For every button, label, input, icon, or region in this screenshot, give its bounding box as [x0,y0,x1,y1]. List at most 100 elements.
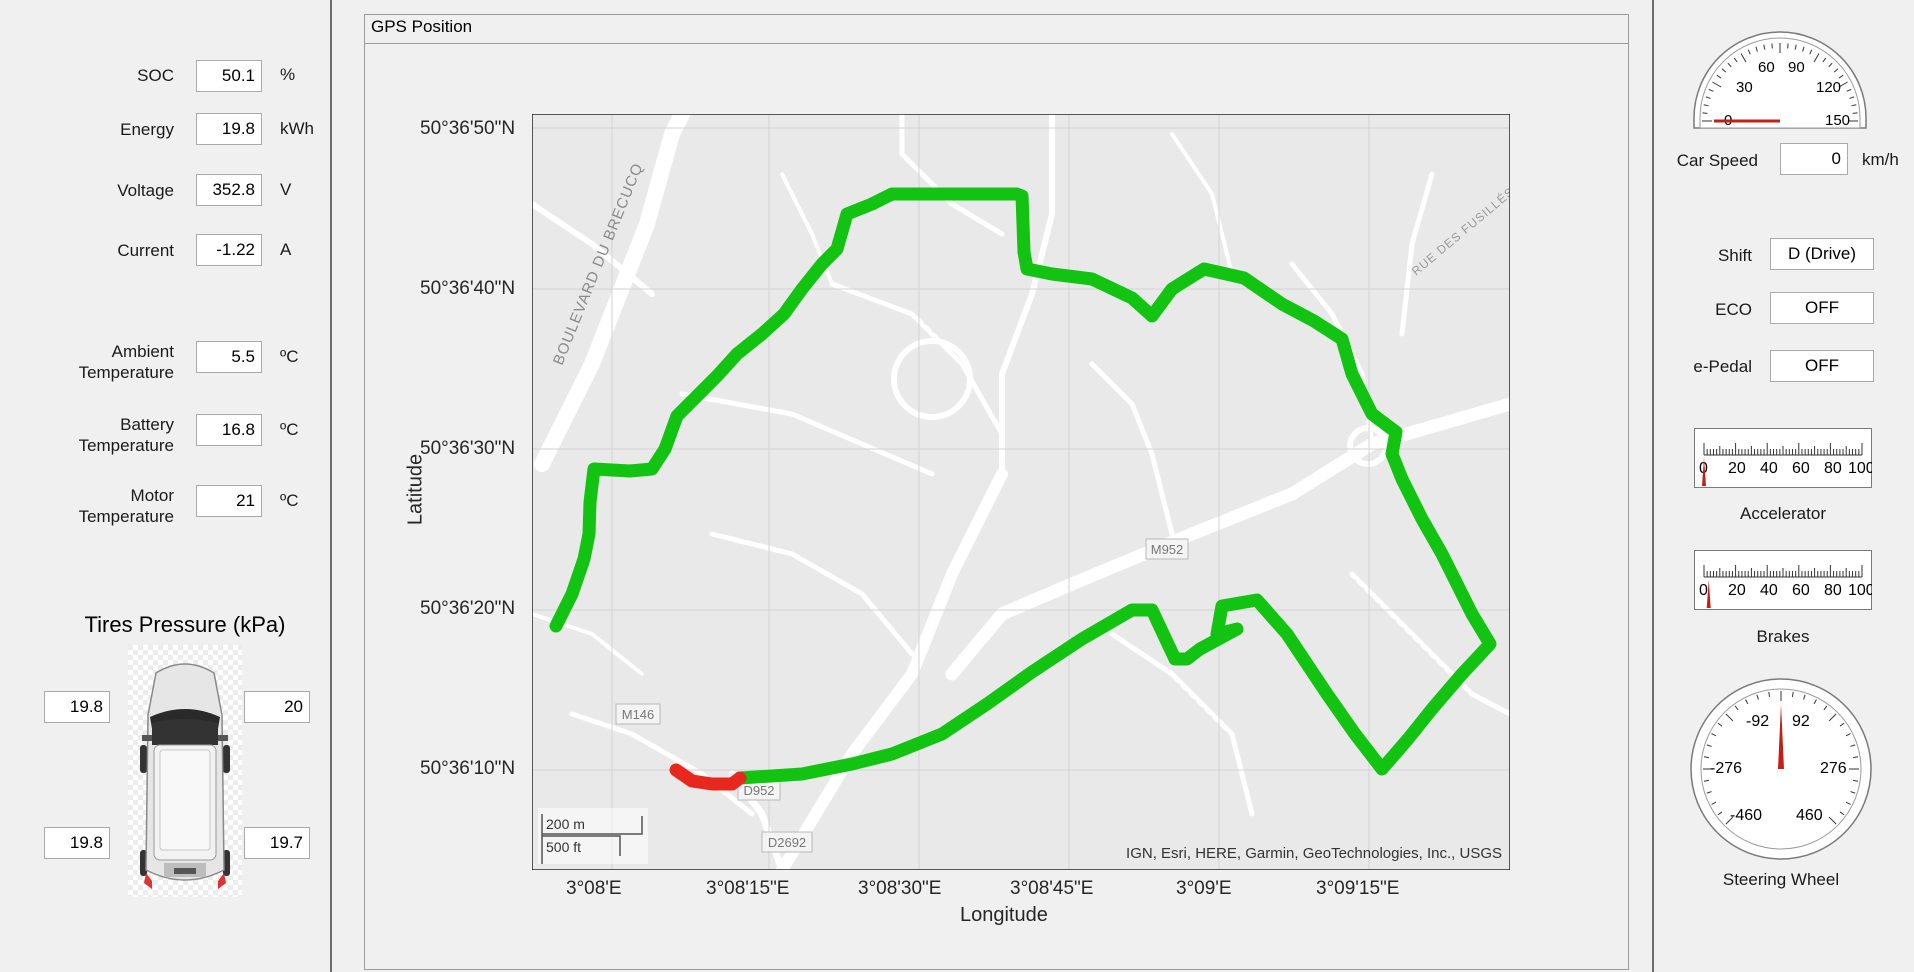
map-badge-m952 [1145,538,1189,560]
y-tick-label: 50°36'20"N [420,598,516,619]
motor-temp-unit: ºC [280,491,299,510]
steering-gauge-tick [1828,713,1837,722]
scale-bar-bottom: 500 ft [546,839,581,855]
epedal-field[interactable]: OFF [1770,350,1874,382]
left-divider [330,0,332,972]
x-tick-label: 3°09'E [1176,878,1232,899]
steering-gauge-tick [1703,779,1709,782]
steering-label: Steering Wheel [1722,870,1840,889]
accelerator-label: Accelerator [1740,504,1826,523]
speed-gauge-tick [1716,74,1722,79]
voltage-field[interactable]: 352.8 [196,174,262,206]
steering-gauge-tick [1850,744,1856,747]
accelerator-tick-label: 60 [1792,460,1810,477]
speed-gauge-tick [1702,112,1708,114]
steering-gauge-tick [1706,791,1712,794]
steering-tick-label: -460 [1730,807,1762,824]
map-label-m146: M146 [622,707,655,722]
gps-panel-separator [365,43,1628,44]
speed-gauge-tick [1838,81,1848,88]
map-label-d952: D952 [743,783,774,798]
energy-field[interactable]: 19.8 [196,113,262,145]
y-tick-label: 50°36'30"N [420,438,516,459]
steering-gauge-tick [1853,779,1859,782]
energy-label: Energy [120,120,174,139]
battery-temp-field[interactable]: 16.8 [196,414,262,446]
car-speed-label: Car Speed [1676,151,1758,170]
speed-gauge-tick [1809,49,1813,55]
map-label-m952: M952 [1151,542,1184,557]
accelerator-tick-label: 20 [1728,460,1746,477]
eco-label: ECO [1715,300,1752,319]
car-speed-field[interactable]: 0 [1780,143,1848,175]
accelerator-gauge: 0 20 40 60 80 100 [1694,428,1872,488]
speed-gauge-tick [1712,81,1722,88]
map-grid [532,114,1510,870]
brakes-tick-label: 100 [1848,582,1872,599]
x-axis-label: Longitude [960,904,1048,926]
tire-rear-right-field[interactable]: 19.7 [244,827,310,859]
steering-tick-label: -92 [1746,713,1769,730]
car-speed-unit: km/h [1862,150,1899,169]
speed-gauge-tick [1849,96,1855,99]
speed-gauge-tick [1787,43,1789,49]
speed-gauge-tick [1708,88,1714,92]
x-tick-label: 3°09'15"E [1316,878,1400,899]
motor-temp-field[interactable]: 21 [196,485,262,517]
accelerator-tick-label: 100 [1848,460,1872,477]
y-axis-label: Latitude [404,453,427,526]
steering-gauge-tick [1828,816,1837,825]
steering-gauge-tick [1711,801,1717,805]
speed-gauge-tick [1851,104,1857,107]
y-tick-label: 50°36'10"N [420,758,516,779]
speed-gauge-tick [1833,68,1839,73]
tire-front-right-field[interactable]: 20 [244,691,310,723]
scale-bar: 200 m 500 ft [538,808,648,864]
shift-field[interactable]: D (Drive) [1770,238,1874,270]
battery-temp-unit: ºC [280,420,299,439]
steering-gauge-tick [1845,801,1851,805]
map-badge-d2692 [761,831,813,853]
speed-tick-label: 90 [1788,59,1805,76]
steering-gauge-tick [1853,756,1859,759]
accelerator-tick-label: 80 [1824,460,1842,477]
speed-gauge-tick [1846,88,1852,92]
x-tick-label: 3°08'15"E [706,878,790,899]
steering-gauge-tick [1803,694,1806,700]
speed-gauge-tick [1727,62,1732,68]
steering-tick-label: 460 [1796,807,1823,824]
speed-gauge-tick [1852,112,1858,114]
x-tick-label: 3°08'30"E [858,878,942,899]
current-field[interactable]: -1.22 [196,234,262,266]
current-unit: A [280,240,292,259]
scale-bar-top: 200 m [546,816,585,832]
speed-gauge-tick [1838,74,1844,79]
steering-gauge-tick [1813,699,1817,705]
steering-gauge-tick [1734,705,1739,711]
speed-gauge-tick [1822,57,1827,63]
ambient-temp-field[interactable]: 5.5 [196,341,262,373]
steering-gauge-tick [1791,691,1794,697]
map-label-d2692: D2692 [768,835,806,850]
speed-gauge-tick [1794,44,1797,50]
accelerator-needle [1702,458,1706,486]
steering-gauge-tick [1839,722,1845,727]
brakes-tick-label: 40 [1760,582,1778,599]
soc-field[interactable]: 50.1 [196,60,262,92]
tire-front-left-field[interactable]: 19.8 [44,691,110,723]
y-tick-label: 50°36'50"N [420,118,516,139]
steering-gauge-tick [1711,733,1717,737]
voltage-label: Voltage [117,181,174,200]
right-divider [1652,0,1654,972]
steering-tick-label: 92 [1792,713,1810,730]
speed-gauge-tick [1733,57,1738,63]
gps-map[interactable]: BOULEVARD DU BRECUCQ RUE DES FUSILLÉS M9… [532,114,1510,870]
brakes-tick-label: 80 [1824,582,1842,599]
steering-gauge-tick [1717,722,1723,727]
tire-rear-left-field[interactable]: 19.8 [44,827,110,859]
speed-gauge-tick [1703,104,1709,107]
eco-field[interactable]: OFF [1770,292,1874,324]
gps-track [549,187,1497,785]
steering-gauge-tick [1756,694,1759,700]
energy-unit: kWh [280,119,314,138]
